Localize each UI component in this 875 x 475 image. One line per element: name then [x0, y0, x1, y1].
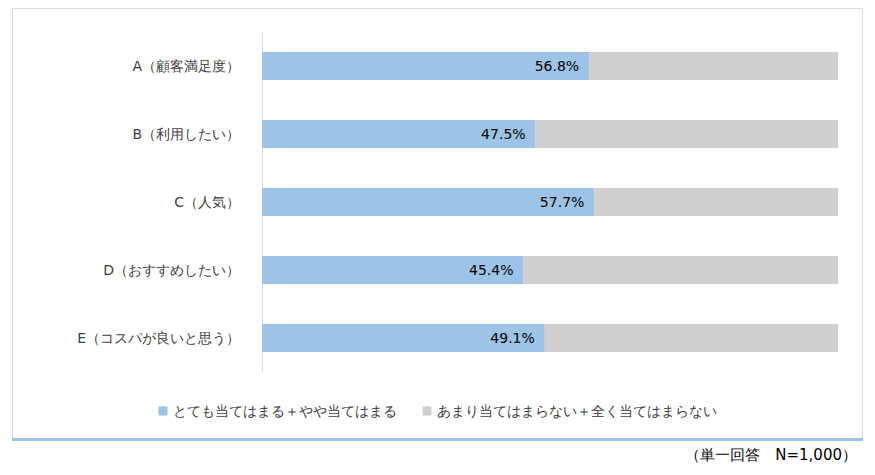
svg-text:D（おすすめしたい）: D（おすすめしたい）	[103, 262, 240, 278]
svg-text:あまり当てはまらない＋全く当てはまらない: あまり当てはまらない＋全く当てはまらない	[437, 403, 717, 419]
svg-text:45.4%: 45.4%	[469, 262, 513, 278]
svg-text:B（利用したい）: B（利用したい）	[132, 126, 240, 142]
svg-text:57.7%: 57.7%	[540, 194, 584, 210]
svg-text:56.8%: 56.8%	[535, 58, 579, 74]
svg-text:（単一回答 N=1,000）: （単一回答 N=1,000）	[685, 446, 857, 464]
svg-text:A（顧客満足度）: A（顧客満足度）	[132, 58, 240, 74]
svg-text:49.1%: 49.1%	[490, 330, 534, 346]
svg-text:C（人気）: C（人気）	[174, 194, 240, 210]
svg-text:47.5%: 47.5%	[481, 126, 525, 142]
svg-text:E（コスパが良いと思う）: E（コスパが良いと思う）	[77, 330, 240, 346]
svg-text:とても当てはまる＋やや当てはまる: とても当てはまる＋やや当てはまる	[173, 403, 397, 419]
